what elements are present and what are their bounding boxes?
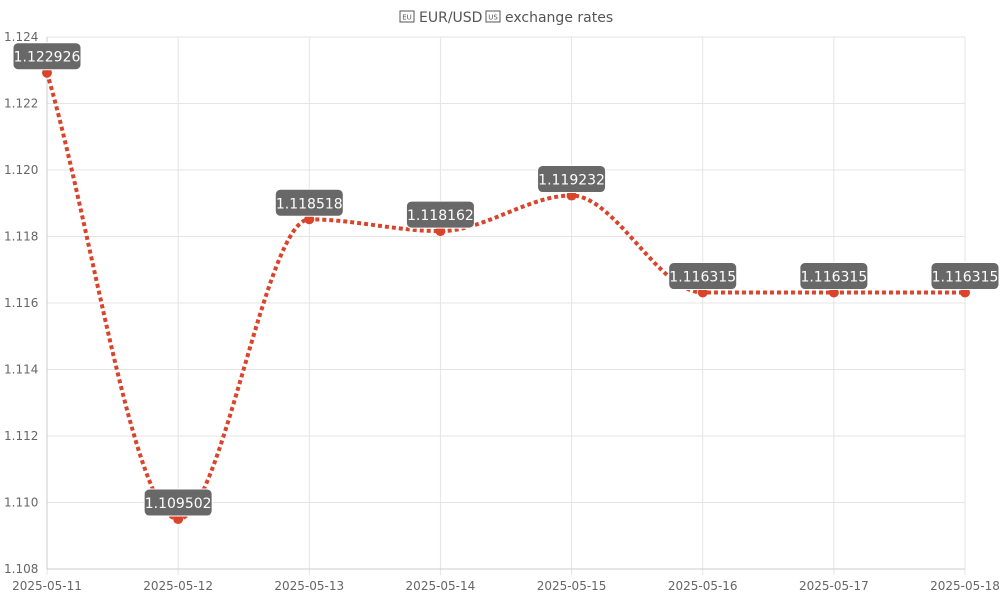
data-label-box	[799, 262, 869, 291]
us-flag-label: US	[488, 14, 498, 22]
data-label-text: 1.118162	[407, 208, 474, 224]
series	[45, 72, 965, 522]
data-label-box	[274, 188, 344, 217]
y-tick-label: 1.116	[4, 296, 38, 310]
data-label: 1.119232	[537, 165, 607, 194]
data-label: 1.109502	[143, 488, 213, 517]
title-pair: EUR/USD	[419, 10, 482, 26]
data-label: 1.122926	[12, 42, 82, 71]
data-label: 1.116315	[930, 262, 1000, 291]
y-tick-label: 1.122	[4, 97, 38, 111]
x-tick-label: 2025-05-11	[12, 579, 82, 593]
x-axis: 2025-05-11 2025-05-12 2025-05-13 2025-05-14…	[12, 568, 1000, 593]
x-tick-label: 2025-05-15	[537, 579, 607, 593]
y-tick-label: 1.110	[4, 496, 38, 510]
data-label-box	[12, 42, 82, 71]
x-tick-label: 2025-05-12	[143, 579, 213, 593]
data-label-text: 1.119232	[538, 173, 605, 189]
x-tick-label: 2025-05-17	[799, 579, 869, 593]
chart-title: EU EUR/USD US exchange rates	[399, 10, 613, 26]
data-label-box	[668, 262, 738, 291]
y-axis: 1.108 1.110 1.112 1.114 1.116 1.118 1.120 1.122…	[4, 30, 48, 576]
y-tick-label: 1.108	[4, 562, 38, 576]
y-tick-label: 1.118	[4, 230, 38, 244]
data-label-text: 1.116315	[669, 270, 736, 286]
y-tick-label: 1.120	[4, 163, 38, 177]
data-label-box	[143, 488, 213, 517]
y-tick-label: 1.124	[4, 30, 38, 44]
data-label: 1.118162	[405, 200, 475, 229]
data-label-text: 1.118518	[276, 196, 343, 212]
data-label: 1.116315	[799, 262, 869, 291]
data-label-box	[405, 200, 475, 229]
data-label-box	[537, 165, 607, 194]
data-point[interactable]	[42, 67, 52, 78]
series-line	[45, 72, 965, 522]
data-label-text: 1.116315	[932, 270, 999, 286]
x-tick-label: 2025-05-16	[668, 579, 738, 593]
data-labels: 1.122926 1.109502 1.118518 1.118162 1.119232…	[12, 42, 1000, 517]
data-label-box	[930, 262, 1000, 291]
data-label-text: 1.116315	[800, 270, 867, 286]
title-suffix: exchange rates	[505, 10, 613, 26]
eu-flag-icon: EU	[399, 10, 415, 23]
y-tick-label: 1.114	[4, 363, 38, 377]
data-label: 1.118518	[274, 188, 344, 217]
data-label-text: 1.109502	[145, 496, 212, 512]
y-tick-label: 1.112	[4, 429, 38, 443]
data-label-text: 1.122926	[14, 50, 81, 66]
x-tick-label: 2025-05-13	[274, 579, 344, 593]
x-tick-label: 2025-05-18	[930, 579, 1000, 593]
eu-flag-label: EU	[402, 14, 412, 22]
x-tick-label: 2025-05-14	[406, 579, 476, 593]
data-label: 1.116315	[668, 262, 738, 291]
us-flag-icon: US	[485, 10, 501, 23]
data-points	[42, 67, 970, 525]
